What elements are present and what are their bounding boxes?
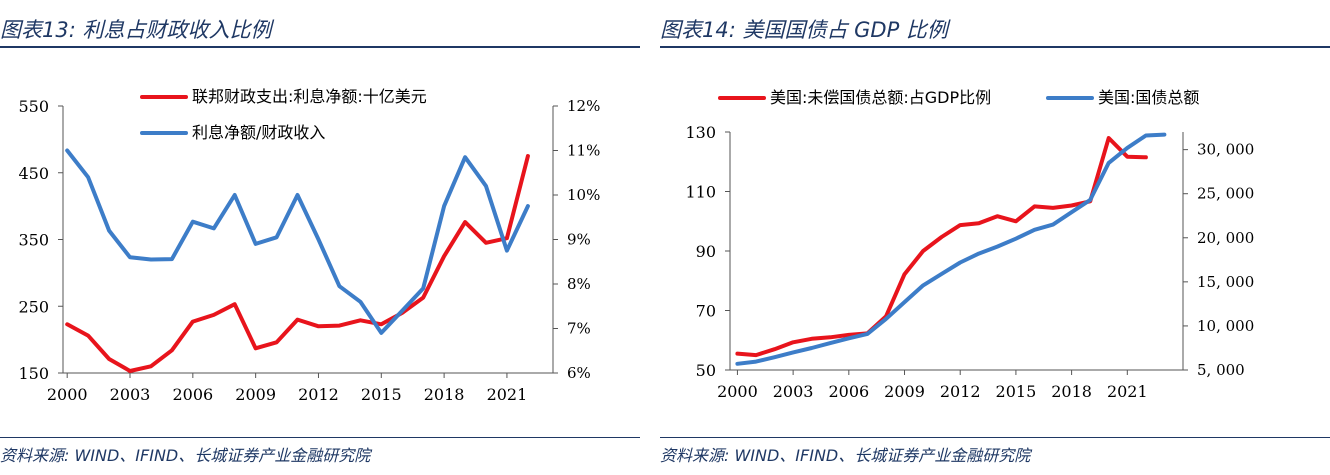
x-tick-label: 2009: [235, 385, 276, 404]
y-tick-label-left: 250: [18, 297, 49, 316]
y-tick-label-right: 25, 000: [1197, 185, 1254, 203]
y-tick-label-right: 12%: [567, 97, 600, 115]
y-tick-label-right: 9%: [567, 231, 591, 249]
source-rule: [660, 437, 1330, 438]
y-tick-label-left: 90: [696, 242, 716, 261]
legend-label: 美国:国债总额: [1098, 88, 1199, 107]
y-tick-label-left: 450: [18, 164, 49, 183]
x-tick-label: 2003: [773, 382, 814, 401]
chart-panel-debt-gdp: 图表14: 美国国债占 GDP 比例 50 70 90 110 130 5, 000 10,…: [660, 0, 1330, 475]
y-tick-label-left: 130: [685, 123, 716, 142]
source-note: 资料来源: WIND、IFIND、长城证券产业金融研究院: [0, 446, 371, 465]
y-tick-label-right: 10%: [567, 186, 600, 204]
x-tick-label: 2006: [828, 382, 869, 401]
x-tick-label: 2006: [172, 385, 213, 404]
y-tick-label-right: 30, 000: [1197, 141, 1254, 159]
source-note: 资料来源: WIND、IFIND、长城证券产业金融研究院: [660, 446, 1031, 465]
chart-interest-ratio: 150 250 350 450 550 6% 7% 8% 9% 10% 11% 12% 2000 2003…: [18, 87, 600, 404]
chart-panel-interest-ratio: 图表13: 利息占财政收入比例 150 250 350 450 550 6% 7% 8% 9% 1…: [0, 0, 640, 475]
legend-label: 联邦财政支出:利息净额:十亿美元: [192, 87, 427, 106]
x-tick-label: 2012: [298, 385, 339, 404]
x-tick-label: 2018: [424, 385, 465, 404]
x-tick-label: 2015: [361, 385, 402, 404]
title-rule: [0, 46, 640, 48]
x-tick-label: 2000: [47, 385, 88, 404]
y-tick-label-right: 11%: [567, 142, 600, 160]
x-tick-label: 2015: [996, 382, 1037, 401]
series-line: [65, 148, 530, 335]
chart-title: 图表14: 美国国债占 GDP 比例: [660, 18, 948, 42]
chart-title: 图表13: 利息占财政收入比例: [0, 18, 272, 42]
x-tick-label: 2018: [1051, 382, 1092, 401]
x-tick-label: 2021: [1107, 382, 1148, 401]
y-tick-label-right: 20, 000: [1197, 229, 1254, 247]
series-line: [735, 136, 1148, 358]
y-tick-label-left: 70: [696, 302, 716, 321]
y-tick-label-left: 150: [18, 364, 49, 383]
y-tick-label-left: 110: [685, 183, 716, 202]
y-tick-label-right: 6%: [567, 364, 591, 382]
x-tick-label: 2003: [110, 385, 151, 404]
y-tick-label-right: 8%: [567, 275, 591, 293]
x-tick-label: 2021: [487, 385, 528, 404]
y-tick-label-right: 7%: [567, 320, 591, 338]
y-tick-label-left: 550: [18, 97, 49, 116]
x-tick-label: 2012: [940, 382, 981, 401]
chart-debt-gdp: 50 70 90 110 130 5, 000 10, 000 15, 000 20, 000 2…: [685, 88, 1254, 401]
y-tick-label-right: 5, 000: [1197, 361, 1245, 379]
legend-label: 美国:未偿国债总额:占GDP比例: [770, 88, 991, 107]
source-rule: [0, 437, 640, 438]
y-tick-label-left: 50: [696, 361, 716, 380]
y-tick-label-right: 10, 000: [1197, 317, 1254, 335]
legend-label: 利息净额/财政收入: [192, 123, 325, 142]
title-rule: [660, 46, 1330, 48]
x-tick-label: 2000: [717, 382, 758, 401]
series-line: [65, 154, 530, 373]
series-line: [735, 132, 1167, 366]
y-tick-label-left: 350: [18, 231, 49, 250]
x-tick-label: 2009: [884, 382, 925, 401]
y-tick-label-right: 15, 000: [1197, 273, 1254, 291]
